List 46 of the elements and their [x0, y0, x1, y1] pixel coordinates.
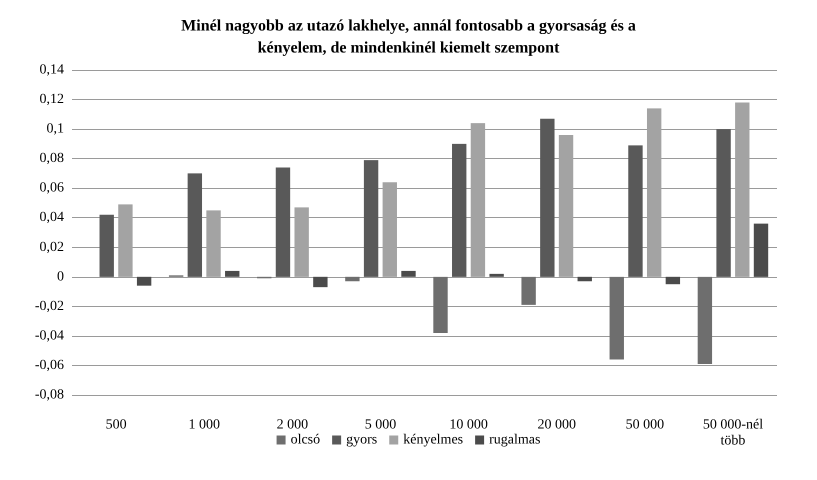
bar — [754, 224, 768, 277]
y-tick-label: -0,06 — [34, 358, 64, 373]
bar — [540, 118, 555, 277]
bar — [716, 129, 731, 277]
y-tick-label: 0,12 — [40, 92, 64, 108]
legend-label: rugalmas — [489, 432, 540, 448]
bar — [433, 276, 448, 333]
y-tick-label: -0,02 — [34, 298, 64, 314]
x-tick-label: 1 000 — [188, 418, 220, 432]
x-tick-label: 2 000 — [276, 418, 308, 432]
bar — [364, 160, 378, 277]
bar — [628, 145, 643, 277]
bar — [276, 168, 290, 277]
bar — [313, 276, 328, 288]
bar — [489, 274, 504, 277]
legend-label: kényelmes — [403, 432, 464, 448]
bar — [452, 144, 466, 277]
y-tick-label: 0,14 — [40, 62, 64, 78]
x-tick-label: 5 000 — [364, 418, 396, 432]
bar — [188, 173, 202, 277]
y-tick-label: 0,1 — [46, 122, 64, 137]
chart-title: Minél nagyobb az utazó lakhelye, annál fontosabb a gyorsaság és a kényelem, de mindenkinél kiemelt szempont — [181, 18, 636, 56]
legend-label: olcsó — [290, 432, 320, 448]
y-tick-label: 0 — [57, 269, 64, 284]
x-tick-label: 500 — [106, 418, 127, 432]
bar — [345, 276, 360, 282]
legend-label: gyors — [346, 432, 378, 448]
bar — [100, 214, 114, 277]
bar — [610, 276, 624, 360]
bar — [225, 270, 240, 277]
y-tick-label: 0,02 — [40, 240, 64, 255]
bar — [698, 276, 712, 364]
y-tick-label: -0,04 — [34, 328, 64, 344]
bar — [136, 276, 152, 286]
x-tick-label: 50 000 — [626, 418, 664, 432]
bar — [521, 276, 536, 305]
y-tick-label: -0,08 — [34, 388, 64, 402]
y-tick-label: 0,06 — [40, 180, 64, 196]
x-tick-label: 20 000 — [537, 418, 576, 432]
bar — [401, 270, 416, 277]
y-tick-label: 0,08 — [40, 151, 64, 166]
bar — [666, 276, 680, 284]
bar — [578, 276, 592, 282]
x-tick-label: 50 000-nél több — [702, 418, 764, 448]
y-tick-label: 0,04 — [40, 210, 64, 226]
x-tick-label: 10 000 — [449, 418, 488, 432]
